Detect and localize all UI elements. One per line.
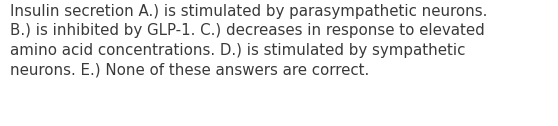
Text: Insulin secretion A.) is stimulated by parasympathetic neurons.
B.) is inhibited: Insulin secretion A.) is stimulated by p… [10,4,488,77]
